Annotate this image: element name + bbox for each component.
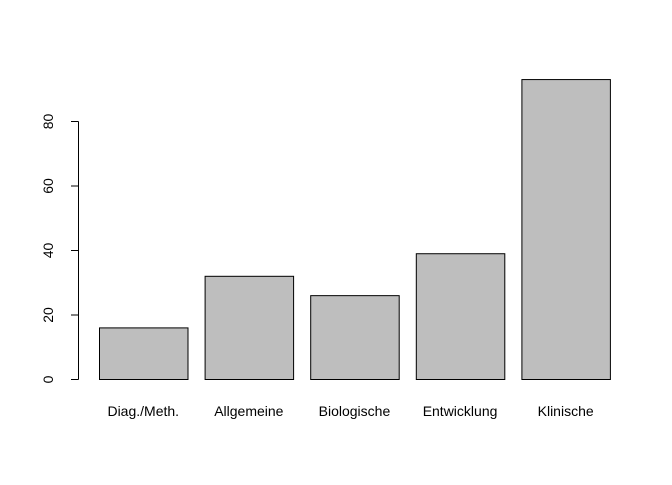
x-tick-label: Klinische [538, 403, 594, 419]
x-tick-label: Entwicklung [423, 403, 498, 419]
bar-biologische [310, 295, 400, 380]
y-axis: 0 20 40 60 80 [40, 114, 79, 383]
bars-group [99, 79, 611, 381]
x-tick-label: Allgemeine [214, 403, 283, 419]
y-tick-label: 60 [40, 178, 56, 194]
x-tick-labels: Diag./Meth. Allgemeine Biologische Entwickl… [107, 403, 593, 419]
x-tick-label: Diag./Meth. [107, 403, 179, 419]
y-tick-label: 40 [40, 243, 56, 259]
bar-diag-meth [99, 327, 189, 380]
y-tick-label: 80 [40, 114, 56, 130]
y-tick-label: 0 [40, 375, 56, 383]
bar-entwicklung [415, 253, 506, 381]
bar-klinische [521, 79, 611, 380]
x-tick-label: Biologische [319, 403, 391, 419]
bar-allgemeine [204, 275, 295, 380]
y-tick-label: 20 [40, 307, 56, 323]
